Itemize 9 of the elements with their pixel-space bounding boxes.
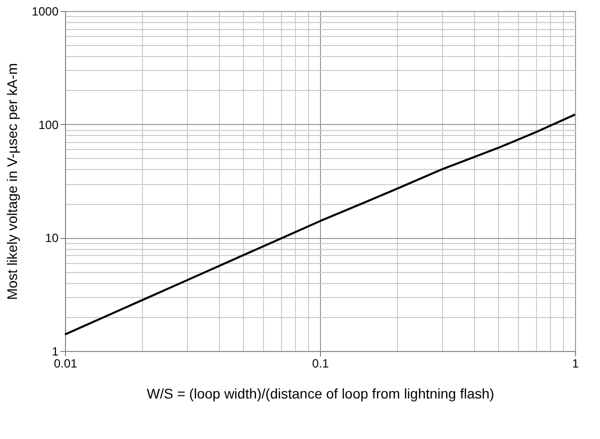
- y-axis-title: Most likely voltage in V-µsec per kA-m: [4, 63, 20, 300]
- y-tick-label: 10: [45, 231, 59, 246]
- y-tick-label: 100: [38, 118, 59, 132]
- y-tick-label: 1: [52, 344, 59, 358]
- x-tick-label: 0.01: [54, 356, 78, 370]
- x-axis-title: W/S = (loop width)/(distance of loop from lightning flash): [146, 386, 494, 402]
- y-tick-label: 1000: [32, 4, 59, 18]
- x-tick-label: 1: [572, 356, 580, 370]
- x-tick-label: 0.1: [312, 356, 330, 370]
